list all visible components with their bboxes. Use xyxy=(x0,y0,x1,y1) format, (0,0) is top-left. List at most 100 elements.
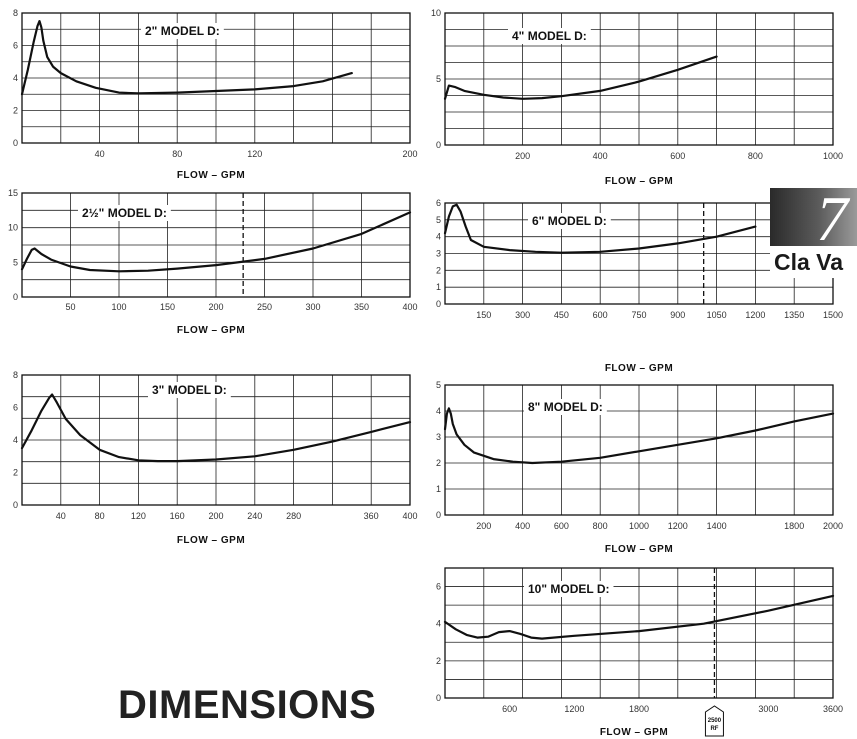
series-line xyxy=(20,393,412,463)
plot-frame xyxy=(21,12,411,144)
y-tick-label: 1 xyxy=(436,484,441,494)
x-tick-label: 120 xyxy=(131,511,146,521)
y-tick-label: 8 xyxy=(13,370,18,380)
chart-title: 2" MODEL D: xyxy=(145,24,220,38)
series-line xyxy=(443,203,757,254)
reference-badge-label: RF xyxy=(710,726,718,732)
x-tick-label: 1350 xyxy=(784,310,804,320)
x-tick-label: 600 xyxy=(554,521,569,531)
x-tick-label: 300 xyxy=(305,302,320,312)
chart-10-model-d: 10" MODEL D: 0 2 4 6 600 1200 1800 3000 3600 FLOW … xyxy=(436,567,843,738)
y-tick-label: 6 xyxy=(436,582,441,592)
y-tick-label: 2 xyxy=(13,106,18,116)
chart-title-backing xyxy=(508,28,591,44)
x-axis-label: FLOW – GPM xyxy=(605,544,673,555)
series-line xyxy=(443,55,718,100)
x-tick-label: 1000 xyxy=(629,521,649,531)
x-tick-label: 200 xyxy=(402,149,417,159)
x-axis-label: FLOW – GPM xyxy=(177,170,245,181)
x-tick-label: 2000 xyxy=(823,521,843,531)
x-tick-label: 1800 xyxy=(629,704,649,714)
x-tick-label: 600 xyxy=(593,310,608,320)
reference-badge xyxy=(704,705,724,737)
x-axis-label: FLOW – GPM xyxy=(605,176,673,187)
y-tick-label: 0 xyxy=(436,693,441,703)
x-tick-label: 1050 xyxy=(707,310,727,320)
y-tick-label: 4 xyxy=(436,619,441,629)
y-tick-label: 2 xyxy=(13,468,18,478)
chart-title: 6" MODEL D: xyxy=(532,214,607,228)
y-tick-label: 3 xyxy=(436,249,441,259)
y-tick-label: 4 xyxy=(13,435,18,445)
series-line xyxy=(20,211,412,273)
y-tick-label: 5 xyxy=(436,380,441,390)
x-tick-label: 1200 xyxy=(564,704,584,714)
y-tick-label: 3 xyxy=(436,432,441,442)
chart-title-backing xyxy=(528,213,611,229)
chart-4-model-d: 4" MODEL D: 0 5 10 200 400 600 800 1000 FLOW – GP… xyxy=(431,8,843,187)
x-tick-label: 200 xyxy=(476,521,491,531)
x-tick-label: 400 xyxy=(515,521,530,531)
x-tick-label: 160 xyxy=(170,511,185,521)
chart-title: 10" MODEL D: xyxy=(528,582,609,596)
x-tick-label: 400 xyxy=(593,151,608,161)
plot-frame xyxy=(21,192,411,298)
x-tick-label: 40 xyxy=(56,511,66,521)
y-tick-label: 5 xyxy=(13,257,18,267)
x-tick-label: 450 xyxy=(554,310,569,320)
chart-2-model-d: 2½" MODEL D: 0 5 10 15 50 100 150 200 250 300 350 40… xyxy=(8,188,418,336)
x-tick-label: 400 xyxy=(402,302,417,312)
plot-frame xyxy=(21,374,411,506)
x-tick-label: 240 xyxy=(247,511,262,521)
series-line xyxy=(20,20,353,96)
x-tick-label: 50 xyxy=(65,302,75,312)
x-tick-label: 1400 xyxy=(707,521,727,531)
x-tick-label: 600 xyxy=(670,151,685,161)
y-tick-label: 0 xyxy=(13,138,18,148)
x-tick-label: 3600 xyxy=(823,704,843,714)
chart-2-model-d: 2" MODEL D: 0 2 4 6 8 40 80 120 200 FLOW – GPM xyxy=(13,8,418,181)
x-tick-label: 1200 xyxy=(745,310,765,320)
y-tick-label: 1 xyxy=(436,282,441,292)
y-tick-label: 2 xyxy=(436,265,441,275)
x-tick-label: 360 xyxy=(364,511,379,521)
chart-title: 8" MODEL D: xyxy=(528,400,603,414)
section-tab: 7 Cla Va xyxy=(770,188,857,278)
series-line xyxy=(443,594,835,640)
x-tick-label: 80 xyxy=(95,511,105,521)
y-tick-label: 4 xyxy=(436,406,441,416)
x-tick-label: 750 xyxy=(631,310,646,320)
chart-title-backing xyxy=(524,581,614,597)
y-tick-label: 2 xyxy=(436,656,441,666)
y-tick-label: 8 xyxy=(13,8,18,18)
chart-3-model-d: 3" MODEL D: 0 2 4 6 8 40 80 120 160 200 240 280 360 40… xyxy=(13,370,418,546)
x-axis-label: FLOW – GPM xyxy=(600,727,668,738)
y-tick-label: 0 xyxy=(436,299,441,309)
x-tick-label: 350 xyxy=(354,302,369,312)
x-tick-label: 200 xyxy=(515,151,530,161)
y-tick-label: 6 xyxy=(13,41,18,51)
x-tick-label: 80 xyxy=(172,149,182,159)
y-tick-label: 5 xyxy=(436,215,441,225)
y-tick-label: 10 xyxy=(431,8,441,18)
x-tick-label: 3000 xyxy=(758,704,778,714)
x-axis-label: FLOW – GPM xyxy=(177,325,245,336)
chart-title-backing xyxy=(148,382,231,398)
x-axis-label: FLOW – GPM xyxy=(605,363,673,374)
x-tick-label: 800 xyxy=(593,521,608,531)
y-tick-label: 4 xyxy=(436,232,441,242)
x-tick-label: 800 xyxy=(748,151,763,161)
y-tick-label: 0 xyxy=(13,500,18,510)
plot-frame xyxy=(444,567,834,699)
dimensions-heading: DIMENSIONS xyxy=(118,683,377,727)
chart-title-backing xyxy=(524,399,607,415)
plot-frame xyxy=(444,12,834,146)
y-tick-label: 0 xyxy=(13,292,18,302)
x-tick-label: 120 xyxy=(247,149,262,159)
x-tick-label: 200 xyxy=(208,511,223,521)
y-tick-label: 10 xyxy=(8,223,18,233)
x-tick-label: 40 xyxy=(95,149,105,159)
brand-label: Cla Va xyxy=(770,246,857,278)
x-tick-label: 900 xyxy=(670,310,685,320)
